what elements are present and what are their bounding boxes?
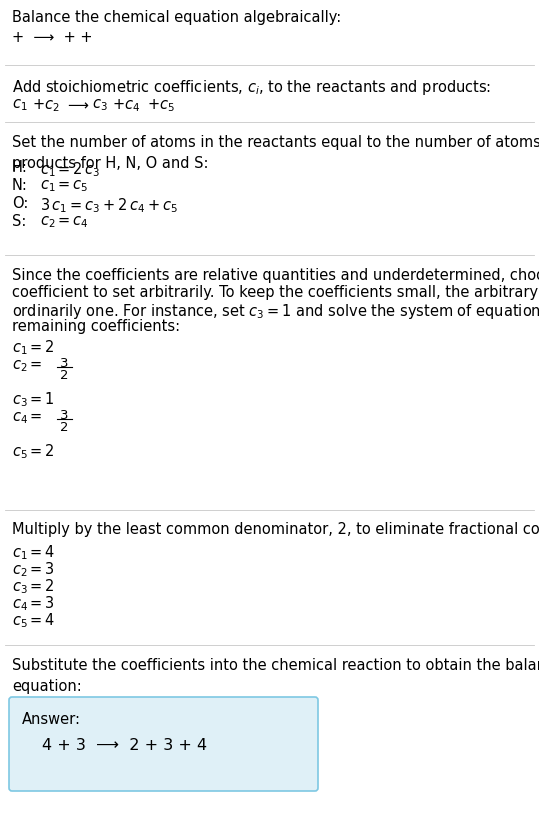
Text: $+c_2$: $+c_2$ <box>32 97 60 114</box>
Text: 4 + 3  ⟶  2 + 3 + 4: 4 + 3 ⟶ 2 + 3 + 4 <box>42 738 207 753</box>
Text: Substitute the coefficients into the chemical reaction to obtain the balanced
eq: Substitute the coefficients into the che… <box>12 658 539 694</box>
Text: $⟶$: $⟶$ <box>67 97 89 112</box>
Text: $c_5 = 4$: $c_5 = 4$ <box>12 611 56 630</box>
Text: $+c_5$: $+c_5$ <box>147 97 175 114</box>
Text: $c_3$: $c_3$ <box>92 97 108 113</box>
Text: ordinarily one. For instance, set $c_3 = 1$ and solve the system of equations fo: ordinarily one. For instance, set $c_3 =… <box>12 302 539 321</box>
Text: H:: H: <box>12 160 28 175</box>
Text: $c_2 = 3$: $c_2 = 3$ <box>12 560 55 578</box>
Text: Answer:: Answer: <box>22 712 81 727</box>
Text: Set the number of atoms in the reactants equal to the number of atoms in the
pro: Set the number of atoms in the reactants… <box>12 135 539 171</box>
FancyBboxPatch shape <box>9 697 318 791</box>
Text: Add stoichiometric coefficients, $c_i$, to the reactants and products:: Add stoichiometric coefficients, $c_i$, … <box>12 78 491 97</box>
Text: N:: N: <box>12 178 28 193</box>
Text: 2: 2 <box>60 421 68 434</box>
Text: $c_5 = 2$: $c_5 = 2$ <box>12 442 55 461</box>
Text: 3: 3 <box>60 409 68 422</box>
Text: $c_3 = 2$: $c_3 = 2$ <box>12 577 55 596</box>
Text: $c_4 = $: $c_4 = $ <box>12 410 43 425</box>
Text: $c_1$: $c_1$ <box>12 97 27 113</box>
Text: $3\,c_1 = c_3 + 2\,c_4 + c_5$: $3\,c_1 = c_3 + 2\,c_4 + c_5$ <box>40 196 178 214</box>
Text: $c_3 = 1$: $c_3 = 1$ <box>12 390 55 409</box>
Text: S:: S: <box>12 214 26 229</box>
Text: $c_4 = 3$: $c_4 = 3$ <box>12 594 55 613</box>
Text: $+c_4$: $+c_4$ <box>112 97 140 114</box>
Text: Balance the chemical equation algebraically:: Balance the chemical equation algebraica… <box>12 10 341 25</box>
Text: $c_1 = 2\,c_3$: $c_1 = 2\,c_3$ <box>40 160 100 178</box>
Text: $c_1 = 2$: $c_1 = 2$ <box>12 338 55 357</box>
Text: $c_2 = $: $c_2 = $ <box>12 358 43 374</box>
Text: Multiply by the least common denominator, 2, to eliminate fractional coefficient: Multiply by the least common denominator… <box>12 522 539 537</box>
Text: coefficient to set arbitrarily. To keep the coefficients small, the arbitrary va: coefficient to set arbitrarily. To keep … <box>12 285 539 300</box>
Text: Since the coefficients are relative quantities and underdetermined, choose a: Since the coefficients are relative quan… <box>12 268 539 283</box>
Text: $c_1 = c_5$: $c_1 = c_5$ <box>40 178 88 194</box>
Text: remaining coefficients:: remaining coefficients: <box>12 319 180 334</box>
Text: $c_2 = c_4$: $c_2 = c_4$ <box>40 214 89 230</box>
Text: 3: 3 <box>60 357 68 370</box>
Text: O:: O: <box>12 196 29 211</box>
Text: +  ⟶  + +: + ⟶ + + <box>12 30 93 45</box>
Text: $c_1 = 4$: $c_1 = 4$ <box>12 543 56 562</box>
Text: 2: 2 <box>60 369 68 382</box>
